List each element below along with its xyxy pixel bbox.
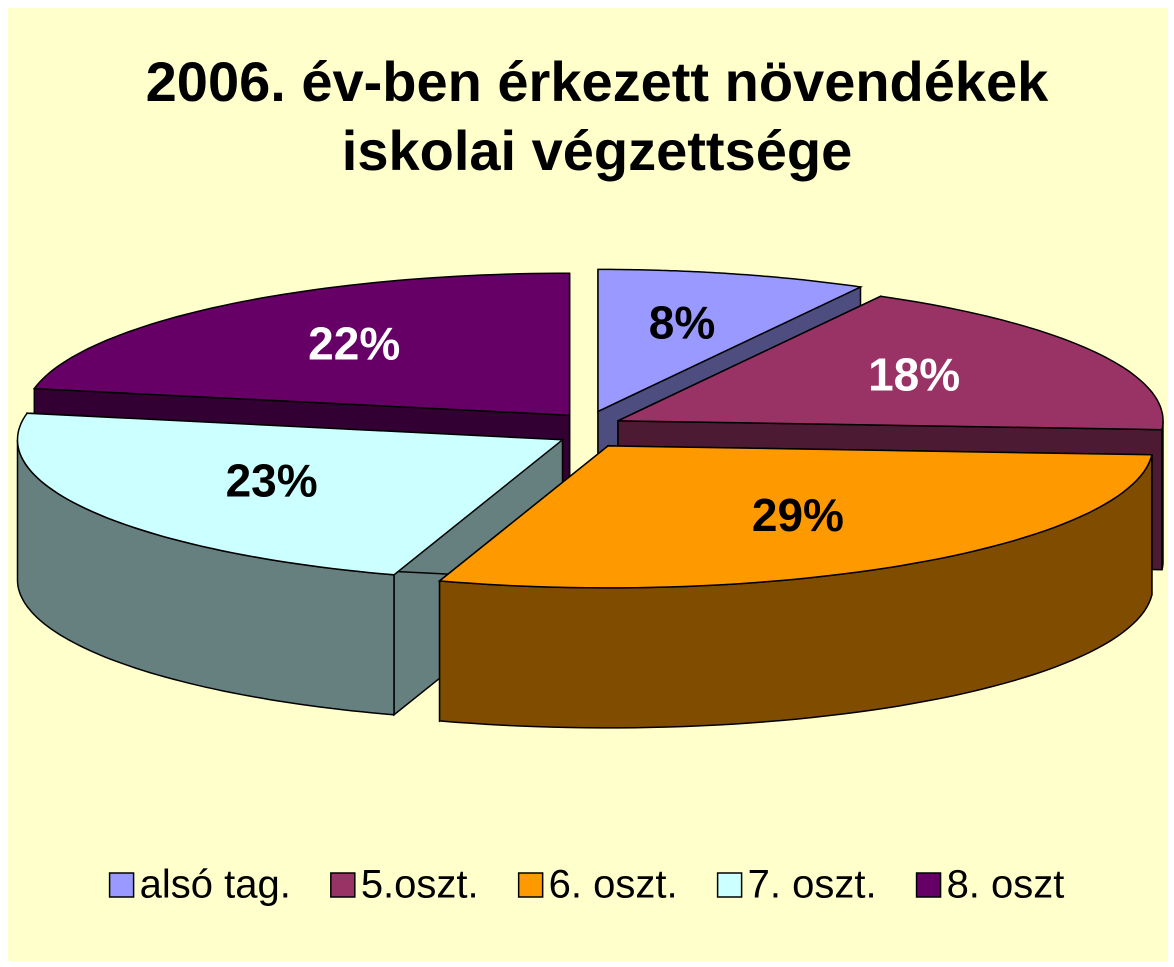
slice-top xyxy=(597,268,864,413)
legend-label: 6. oszt. xyxy=(549,863,678,907)
slice-top xyxy=(32,272,571,416)
value-label: 22% xyxy=(308,318,400,370)
chart-title: iskolai végzettsége xyxy=(342,119,852,182)
legend-label: 7. oszt. xyxy=(748,863,877,907)
value-label: 23% xyxy=(226,455,318,507)
legend-item: 7. oszt. xyxy=(716,863,877,907)
legend-item: 5.oszt. xyxy=(330,863,479,907)
slice-top xyxy=(617,295,1164,431)
legend-item: alsó tag. xyxy=(108,863,291,907)
legend-label: alsó tag. xyxy=(140,863,291,907)
legend-swatch xyxy=(716,872,743,898)
chart-title: 2006. év-ben érkezett növendékek xyxy=(146,50,1050,113)
slice xyxy=(16,412,565,717)
legend-label: 5.oszt. xyxy=(361,863,479,907)
slice xyxy=(437,444,1153,729)
value-label: 29% xyxy=(752,489,844,541)
legend-item: 8. oszt xyxy=(915,863,1065,907)
legend-swatch xyxy=(108,872,135,898)
legend-swatch xyxy=(517,872,544,898)
legend-label: 8. oszt xyxy=(947,863,1065,907)
slice-top xyxy=(16,412,565,576)
value-label: 18% xyxy=(868,348,960,400)
slice-top xyxy=(437,445,1153,589)
legend-swatch xyxy=(915,872,942,898)
slice-wall xyxy=(1161,420,1164,570)
legend-item: 6. oszt. xyxy=(517,863,678,907)
legend-swatch xyxy=(330,872,356,898)
value-label: 8% xyxy=(649,296,715,348)
